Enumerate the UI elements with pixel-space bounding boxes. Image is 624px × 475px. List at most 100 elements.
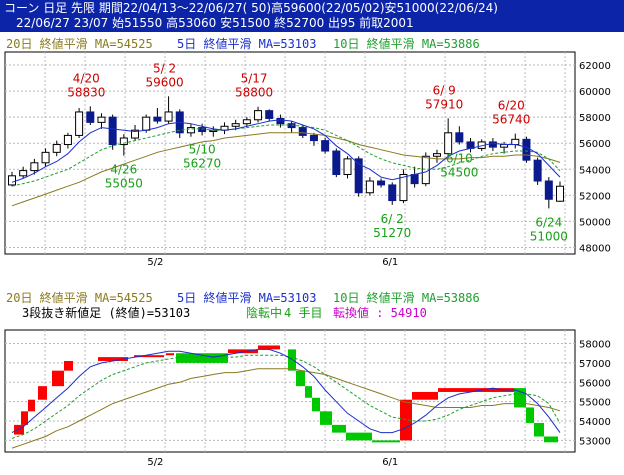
bottom-y-tick-label: 54000 <box>579 417 611 428</box>
candle-body <box>287 123 296 129</box>
top-x-tick-label: 5/2 <box>147 257 163 268</box>
top-y-axis: 48000 50000 52000 54000 56000 58000 60000 62000 <box>579 61 611 254</box>
break-brick <box>52 370 64 387</box>
low-value-label: 56270 <box>183 156 221 170</box>
break-brick <box>228 349 258 354</box>
low-date-label: 4/26 <box>110 163 137 177</box>
legend-bottom-ma20: 20日 終値平滑 MA=54525 <box>6 290 153 305</box>
candle-body <box>108 116 117 146</box>
candle-body <box>119 137 128 146</box>
break-brick <box>332 424 346 433</box>
candle-body <box>309 134 318 142</box>
low-value-label: 51000 <box>530 229 568 243</box>
bottom-ma5-line <box>11 348 561 434</box>
top-y-tick-label: 58000 <box>579 113 611 124</box>
top-ma10-line <box>11 124 561 187</box>
bottom-ma20-line <box>11 368 561 449</box>
candle-body <box>153 116 162 122</box>
break-brick <box>438 388 514 392</box>
legend-count: 4 手目 <box>284 306 322 320</box>
break-brick <box>176 353 228 363</box>
high-value-label: 59600 <box>145 75 183 89</box>
candle-body <box>533 159 542 182</box>
candle-body <box>444 132 453 155</box>
candle-body <box>488 141 497 148</box>
top-x-tick-label: 6/1 <box>382 257 398 268</box>
low-date-label: 5/10 <box>189 142 216 156</box>
top-y-tick-label: 50000 <box>579 217 611 228</box>
title-bar: コーン 日足 先限 期間22/04/13～22/06/27( 50)高59600… <box>0 0 624 32</box>
candle-body <box>265 110 274 119</box>
break-brick <box>288 349 296 371</box>
break-brick <box>14 424 24 435</box>
low-value-label: 55050 <box>105 177 143 191</box>
candle-body <box>97 116 106 123</box>
break-brick <box>21 411 28 425</box>
high-value-label: 56740 <box>492 113 530 127</box>
header-line-1: コーン 日足 先限 期間22/04/13～22/06/27( 50)高59600… <box>4 1 498 15</box>
candle-body <box>522 138 531 161</box>
candle-body <box>8 175 16 186</box>
bottom-y-tick-label: 56000 <box>579 378 611 389</box>
top-moving-averages <box>11 119 561 207</box>
candle-body <box>343 158 352 176</box>
break-brick <box>134 355 164 358</box>
candlestick-series <box>8 96 564 209</box>
high-date-label: 5/17 <box>241 72 268 86</box>
low-value-label: 54500 <box>440 166 478 180</box>
top-y-tick-label: 54000 <box>579 165 611 176</box>
candle-body <box>298 127 307 136</box>
candle-body <box>231 123 240 127</box>
top-y-tick-label: 62000 <box>579 61 611 72</box>
candle-body <box>41 151 50 164</box>
candle-body <box>164 111 173 122</box>
candle-body <box>131 129 140 139</box>
break-brick <box>320 411 332 425</box>
break-brick <box>38 386 47 400</box>
candle-body <box>332 150 341 176</box>
bottom-x-tick-label: 6/1 <box>382 457 398 468</box>
top-y-tick-label: 48000 <box>579 243 611 254</box>
low-date-label: 6/24 <box>535 215 562 229</box>
candle-body <box>410 174 419 185</box>
candle-body <box>198 127 207 132</box>
low-date-label: 6/10 <box>446 152 473 166</box>
high-date-label: 6/20 <box>498 99 525 113</box>
break-brick <box>305 386 312 398</box>
break-brick <box>166 353 174 356</box>
low-date-label: 6/ 2 <box>381 212 404 226</box>
break-brick <box>514 388 526 408</box>
candle-body <box>142 116 151 131</box>
break-brick <box>28 399 35 412</box>
top-y-tick-label: 52000 <box>579 191 611 202</box>
candle-body <box>388 184 397 202</box>
break-brick <box>544 436 558 443</box>
legend-reversal: 転換値 : 54910 <box>333 305 427 320</box>
legend-three-line-break: 3段抜き新値足 (終値)=53103 <box>22 305 190 320</box>
candle-body <box>186 127 195 134</box>
legend-top-ma20: 20日 終値平滑 MA=54525 <box>6 36 153 51</box>
candle-body <box>455 132 464 143</box>
candle-body <box>52 144 61 153</box>
candle-body <box>75 111 84 136</box>
bottom-moving-averages <box>11 348 561 449</box>
legend-top-ma10: 10日 終値平滑 MA=53886 <box>333 36 480 51</box>
candle-body <box>254 110 263 121</box>
candle-body <box>544 180 553 200</box>
top-ma20-line <box>11 132 561 207</box>
high-date-label: 5/ 2 <box>153 61 176 75</box>
candle-body <box>276 117 285 125</box>
x-axis: 5/2 6/1 5/2 6/1 <box>147 257 398 468</box>
candle-body <box>242 119 251 125</box>
top-y-tick-label: 60000 <box>579 87 611 98</box>
high-value-label: 58800 <box>235 86 273 100</box>
candle-body <box>556 185 564 202</box>
candle-body <box>321 140 330 152</box>
candle-body <box>86 111 95 123</box>
legend-top-ma5: 5日 終値平滑 MA=53103 <box>177 36 316 51</box>
candle-body <box>365 180 374 194</box>
high-value-label: 57910 <box>425 97 463 111</box>
legend-bottom-ma10: 10日 終値平滑 MA=53886 <box>333 290 480 305</box>
bottom-y-tick-label: 58000 <box>579 340 611 351</box>
